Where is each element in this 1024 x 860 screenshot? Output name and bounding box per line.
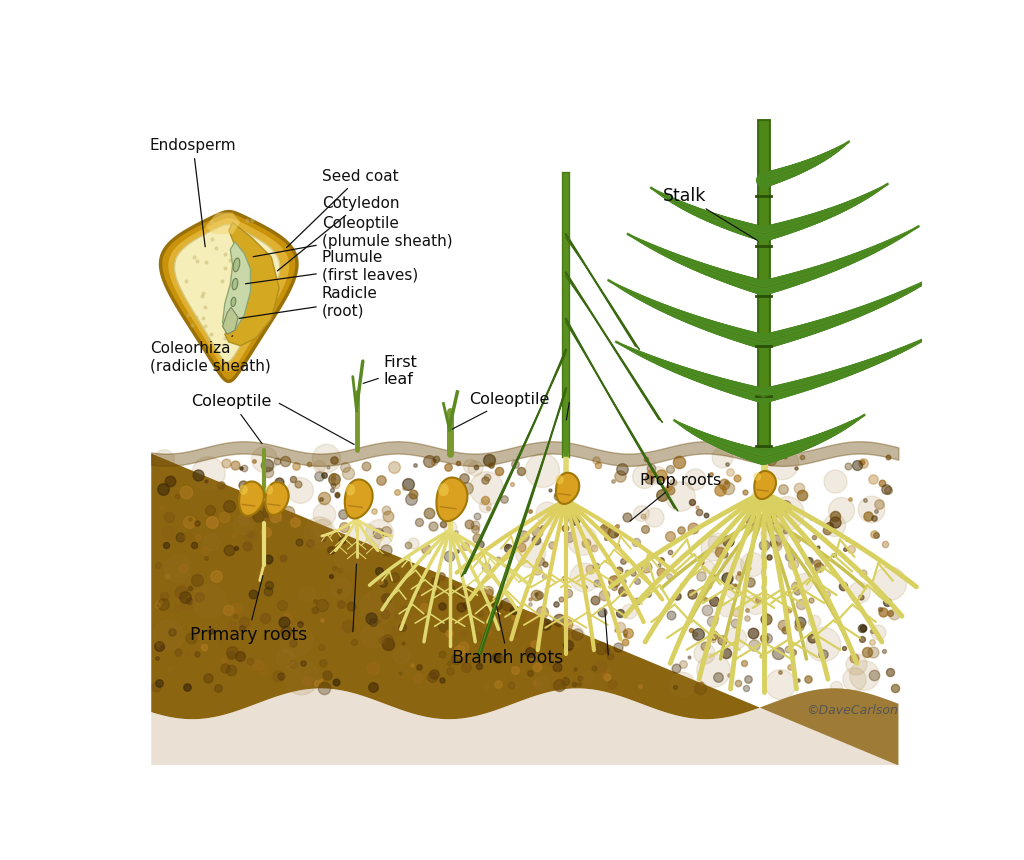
Text: Prop roots: Prop roots (630, 473, 721, 521)
Polygon shape (477, 388, 566, 658)
Text: Stalk: Stalk (663, 187, 758, 240)
Polygon shape (566, 234, 640, 350)
Polygon shape (436, 477, 467, 521)
Ellipse shape (231, 298, 236, 306)
Polygon shape (168, 218, 289, 372)
Polygon shape (152, 453, 898, 765)
Polygon shape (345, 480, 373, 519)
Text: ©DaveCarlson: ©DaveCarlson (806, 703, 898, 716)
Text: Coleoptile: Coleoptile (191, 395, 272, 444)
Ellipse shape (232, 279, 238, 290)
Text: Cotyledon: Cotyledon (278, 196, 399, 271)
Polygon shape (225, 223, 280, 346)
Text: Coleoptile
(plumule sheath): Coleoptile (plumule sheath) (253, 217, 453, 256)
Polygon shape (265, 482, 289, 515)
Polygon shape (566, 319, 678, 512)
Ellipse shape (345, 484, 355, 495)
Polygon shape (174, 224, 280, 362)
Text: Coleoptile: Coleoptile (452, 392, 549, 429)
Polygon shape (755, 471, 776, 499)
Text: Plumule
(first leaves): Plumule (first leaves) (246, 250, 418, 284)
Polygon shape (240, 482, 264, 516)
Text: First
leaf: First leaf (364, 355, 418, 387)
Ellipse shape (265, 485, 273, 494)
Ellipse shape (438, 483, 449, 496)
Polygon shape (161, 212, 297, 381)
Polygon shape (222, 242, 251, 333)
Polygon shape (206, 212, 241, 234)
Text: Primary roots: Primary roots (189, 575, 307, 643)
Polygon shape (152, 688, 898, 765)
Ellipse shape (240, 485, 248, 494)
Polygon shape (566, 273, 663, 423)
Ellipse shape (754, 472, 761, 481)
Ellipse shape (556, 475, 564, 484)
Polygon shape (222, 307, 238, 335)
Text: Branch roots: Branch roots (453, 606, 563, 666)
Polygon shape (461, 350, 566, 577)
Text: Radicle
(root): Radicle (root) (240, 286, 378, 318)
Text: Seed coat: Seed coat (287, 169, 398, 248)
Text: Coleorhiza
(radicle sheath): Coleorhiza (radicle sheath) (150, 335, 270, 373)
Ellipse shape (233, 258, 240, 272)
Polygon shape (556, 473, 580, 504)
Text: Endosperm: Endosperm (150, 138, 237, 247)
